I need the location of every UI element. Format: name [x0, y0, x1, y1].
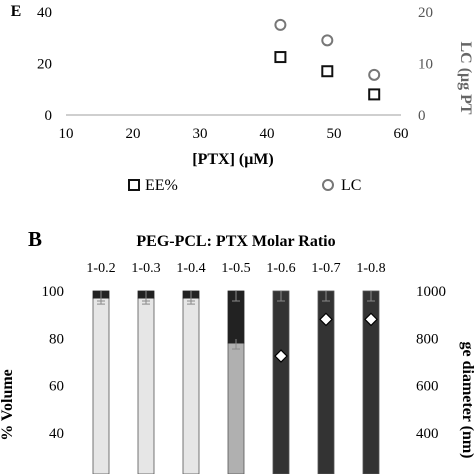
diameter-marker [274, 349, 288, 363]
panel-a-x-axis-title: [PTX] (μM) [192, 151, 273, 168]
y-tick-label: 80 [49, 331, 64, 347]
panel-b-bars [92, 290, 380, 474]
right-tick-label: 10 [418, 57, 433, 73]
diameter-marker [364, 312, 378, 327]
category-label: 1-0.4 [176, 261, 205, 276]
y-tick-label: 100 [42, 284, 65, 300]
legend-square-marker [128, 179, 140, 191]
lc-point [274, 18, 287, 31]
ee-point [368, 88, 381, 101]
x-tick-label: 50 [327, 126, 342, 142]
x-tick-label: 20 [126, 126, 141, 142]
category-label: 1-0.2 [86, 261, 115, 276]
panel-a-scatter: E 10 20 30 40 50 60 0 20 40 0 10 20 LC (μg PT [PT… [11, 3, 474, 194]
y-tick-label: 20 [37, 57, 52, 73]
ee-point [321, 65, 334, 78]
right-tick-label: 20 [418, 5, 433, 21]
panel-a-left-tick-labels: 0 20 40 [37, 5, 52, 124]
legend-circle-marker [322, 179, 334, 191]
right-tick-label: 0 [418, 108, 426, 124]
y-tick-label: 0 [45, 108, 53, 124]
panel-a-right-axis-title: LC (μg PT [457, 41, 474, 114]
category-label: 1-0.8 [356, 261, 385, 276]
legend-label-lc: LC [341, 177, 361, 194]
right-tick-label: 400 [416, 426, 439, 442]
x-tick-label: 60 [394, 126, 409, 142]
right-tick-label: 1000 [416, 284, 446, 300]
bar-lower-segment [92, 297, 110, 474]
x-tick-label: 10 [59, 126, 74, 142]
x-tick-label: 40 [260, 126, 275, 142]
y-tick-label: 60 [49, 379, 64, 395]
bar-lower-segment [137, 297, 155, 474]
panel-b-left-tick-labels: 40 60 80 100 [42, 284, 65, 442]
panel-a-markers [274, 18, 381, 101]
panel-a-x-tick-labels: 10 20 30 40 50 60 [59, 126, 409, 142]
panel-a-legend: EE% LC [128, 177, 361, 194]
bar-lower-segment [227, 342, 245, 474]
panel-b-bar-chart: B PEG-PCL: PTX Molar Ratio 1-0.2 1-0.3 1-0… [0, 227, 474, 474]
category-label: 1-0.3 [131, 261, 160, 276]
panel-b-label: B [28, 227, 42, 251]
y-tick-label: 40 [37, 5, 52, 21]
panel-a-left-axis-title: E [11, 3, 22, 20]
panel-b-title: PEG-PCL: PTX Molar Ratio [136, 233, 335, 250]
diameter-marker [319, 312, 333, 327]
panel-b-right-tick-labels: 400 600 800 1000 [416, 284, 446, 442]
lc-point [321, 34, 334, 47]
category-label: 1-0.6 [266, 261, 295, 276]
y-tick-label: 40 [49, 426, 64, 442]
ee-point [274, 51, 287, 64]
category-label: 1-0.5 [221, 261, 250, 276]
panel-b-left-axis-title: % Volume [0, 369, 16, 441]
right-tick-label: 600 [416, 379, 439, 395]
right-tick-label: 800 [416, 331, 439, 347]
category-label: 1-0.7 [311, 261, 340, 276]
panel-a-right-tick-labels: 0 10 20 [418, 5, 433, 124]
legend-label-ee: EE% [145, 177, 178, 194]
x-tick-label: 30 [193, 126, 208, 142]
bar-lower-segment [272, 290, 290, 474]
bar-lower-segment [182, 297, 200, 474]
lc-point [368, 68, 381, 81]
panel-b-category-labels: 1-0.2 1-0.3 1-0.4 1-0.5 1-0.6 1-0.7 1-0.8 [86, 261, 385, 276]
panel-b-right-axis-title: ge diameter (nm) [459, 342, 474, 459]
